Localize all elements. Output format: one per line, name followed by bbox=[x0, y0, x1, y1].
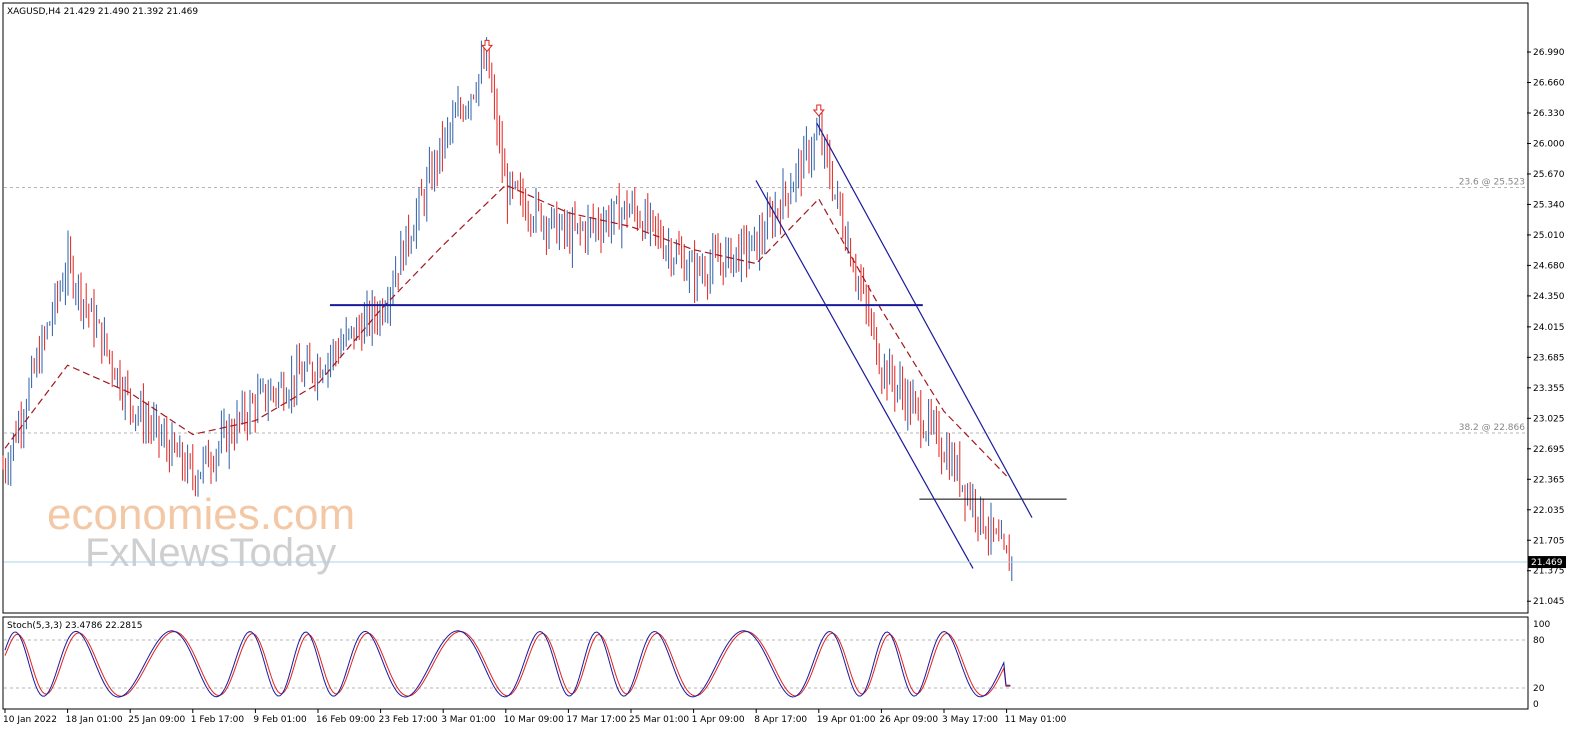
y-tick-label: 23.025 bbox=[1533, 414, 1565, 424]
x-tick-label: 8 Apr 17:00 bbox=[754, 715, 807, 725]
x-tick-label: 18 Jan 01:00 bbox=[66, 715, 123, 725]
fibonacci-levels: 23.6 @ 25.523 38.2 @ 22.866 bbox=[4, 178, 1527, 434]
x-tick-label: 1 Feb 17:00 bbox=[191, 715, 245, 725]
y-tick-label: 26.660 bbox=[1533, 79, 1565, 89]
x-tick-label: 3 Mar 01:00 bbox=[441, 715, 496, 725]
x-tick-label: 1 Apr 09:00 bbox=[692, 715, 745, 725]
channel-lower-line bbox=[755, 180, 974, 569]
watermark-line2: FxNewsToday bbox=[85, 531, 336, 575]
watermark-line1: economies.com bbox=[47, 490, 355, 539]
stoch-panel-frame bbox=[2, 616, 1529, 710]
symbol-header: XAGUSD,H4 21.429 21.490 21.392 21.469 bbox=[7, 7, 198, 17]
y-tick-label: 26.990 bbox=[1533, 48, 1565, 58]
y-tick-label: 25.670 bbox=[1533, 170, 1565, 180]
stoch-header: Stoch(5,3,3) 23.4786 22.2815 bbox=[7, 621, 142, 631]
main-panel-frame bbox=[2, 2, 1529, 614]
candles bbox=[2, 37, 1013, 581]
arrows bbox=[480, 39, 825, 117]
y-tick-label: 23.355 bbox=[1533, 384, 1565, 394]
y-tick-label: 22.035 bbox=[1533, 506, 1565, 516]
fib-level-label: 38.2 @ 22.866 bbox=[1459, 423, 1526, 433]
x-tick-label: 9 Feb 01:00 bbox=[253, 715, 307, 725]
x-tick-label: 26 Apr 09:00 bbox=[879, 715, 938, 725]
x-tick-label: 25 Jan 09:00 bbox=[128, 715, 185, 725]
x-tick-label: 10 Jan 2022 bbox=[3, 715, 57, 725]
x-tick-label: 19 Apr 01:00 bbox=[817, 715, 876, 725]
trend-lines bbox=[330, 122, 1067, 569]
x-tick-label: 23 Feb 17:00 bbox=[379, 715, 438, 725]
stoch-tick-label: 20 bbox=[1533, 684, 1545, 694]
x-tick-label: 11 May 01:00 bbox=[1005, 715, 1067, 725]
fib-level-label: 23.6 @ 25.523 bbox=[1459, 178, 1525, 188]
x-tick-label: 10 Mar 09:00 bbox=[504, 715, 564, 725]
stoch-tick-label: 100 bbox=[1533, 620, 1550, 630]
x-tick-label: 16 Feb 09:00 bbox=[316, 715, 375, 725]
watermark: economies.com FxNewsToday bbox=[47, 490, 355, 575]
stoch-main-line bbox=[4, 630, 1011, 698]
stoch-tick-label: 80 bbox=[1533, 636, 1545, 646]
moving-average bbox=[4, 184, 1008, 477]
down-arrow-icon bbox=[812, 104, 825, 117]
y-tick-label: 24.350 bbox=[1533, 292, 1565, 302]
y-tick-label: 22.365 bbox=[1533, 475, 1565, 485]
y-tick-label: 26.000 bbox=[1533, 139, 1565, 149]
y-tick-label: 25.340 bbox=[1533, 200, 1565, 210]
stoch-tick-label: 0 bbox=[1533, 700, 1539, 710]
y-tick-label: 24.680 bbox=[1533, 261, 1565, 271]
y-tick-label: 21.705 bbox=[1533, 536, 1565, 546]
y-tick-label: 21.375 bbox=[1533, 567, 1565, 577]
channel-upper-line bbox=[816, 122, 1033, 518]
current-price-label: 21.469 bbox=[1531, 558, 1563, 568]
current-price-box bbox=[1528, 556, 1566, 569]
x-tick-label: 3 May 17:00 bbox=[942, 715, 998, 725]
y-tick-label: 26.330 bbox=[1533, 109, 1565, 119]
stochastic-oscillator: 100 80 20 0 bbox=[4, 620, 1550, 710]
y-tick-label: 25.010 bbox=[1533, 231, 1565, 241]
price-axis: 26.990 26.660 26.330 26.000 25.670 25.340 25.0… bbox=[4, 48, 1566, 607]
y-tick-label: 22.695 bbox=[1533, 445, 1565, 455]
y-tick-label: 24.015 bbox=[1533, 323, 1565, 333]
y-tick-label: 23.685 bbox=[1533, 353, 1565, 363]
y-tick-label: 21.045 bbox=[1533, 597, 1565, 607]
down-arrow-icon bbox=[480, 39, 494, 53]
moving-average-line bbox=[4, 184, 1008, 477]
x-tick-label: 17 Mar 17:00 bbox=[566, 715, 626, 725]
x-tick-label: 25 Mar 01:00 bbox=[629, 715, 689, 725]
time-axis: 10 Jan 2022 18 Jan 01:00 25 Jan 09:00 1 Feb… bbox=[3, 709, 1067, 725]
